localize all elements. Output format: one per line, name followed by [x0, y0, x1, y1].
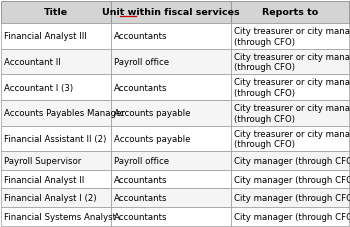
Text: City treasurer or city manager
(through CFO): City treasurer or city manager (through … — [233, 78, 350, 98]
Text: Accountants: Accountants — [114, 212, 167, 221]
Bar — [111, 207, 231, 225]
Bar — [231, 152, 349, 170]
Text: Financial Systems Analyst: Financial Systems Analyst — [4, 212, 116, 221]
Text: Financial Analyst III: Financial Analyst III — [4, 32, 87, 41]
Bar — [1, 126, 111, 152]
Text: City treasurer or city manager
(through CFO): City treasurer or city manager (through … — [233, 129, 350, 149]
Text: Accountant II: Accountant II — [4, 58, 61, 67]
Text: City manager (through CFO): City manager (through CFO) — [233, 156, 350, 165]
Bar — [231, 101, 349, 126]
Bar — [1, 2, 111, 24]
Bar — [1, 49, 111, 75]
Bar — [1, 75, 111, 101]
Bar — [231, 189, 349, 207]
Text: City manager (through CFO): City manager (through CFO) — [233, 212, 350, 221]
Text: Accountant I (3): Accountant I (3) — [4, 83, 74, 92]
Bar — [111, 189, 231, 207]
Text: City manager (through CFO): City manager (through CFO) — [233, 175, 350, 184]
Text: Accountants: Accountants — [114, 175, 167, 184]
Bar — [231, 24, 349, 49]
Text: Title: Title — [44, 8, 68, 17]
Bar — [111, 24, 231, 49]
Text: City treasurer or city manager
(through CFO): City treasurer or city manager (through … — [233, 27, 350, 47]
Text: Unit within fiscal services: Unit within fiscal services — [102, 8, 239, 17]
Text: City treasurer or city manager
(through CFO): City treasurer or city manager (through … — [233, 52, 350, 72]
Text: Payroll Supervisor: Payroll Supervisor — [4, 156, 82, 165]
Bar — [231, 126, 349, 152]
Text: Accountants: Accountants — [114, 83, 167, 92]
Bar — [111, 170, 231, 189]
Text: Accountants: Accountants — [114, 193, 167, 202]
Bar — [1, 170, 111, 189]
Text: Accounts payable: Accounts payable — [114, 134, 190, 143]
Bar — [1, 207, 111, 225]
Text: City manager (through CFO): City manager (through CFO) — [233, 193, 350, 202]
Text: Payroll office: Payroll office — [114, 156, 169, 165]
Bar — [231, 75, 349, 101]
Text: Reports to: Reports to — [261, 8, 318, 17]
Text: Accountants: Accountants — [114, 32, 167, 41]
Bar — [231, 207, 349, 225]
Text: City treasurer or city manager
(through CFO): City treasurer or city manager (through … — [233, 104, 350, 123]
Text: Financial Analyst I (2): Financial Analyst I (2) — [4, 193, 97, 202]
Text: Financial Assistant II (2): Financial Assistant II (2) — [4, 134, 106, 143]
Text: Accounts payable: Accounts payable — [114, 109, 190, 118]
Text: Financial Analyst II: Financial Analyst II — [4, 175, 84, 184]
Bar — [231, 49, 349, 75]
Bar — [1, 152, 111, 170]
Bar — [111, 2, 231, 24]
Bar — [1, 24, 111, 49]
Bar — [111, 75, 231, 101]
Bar — [111, 49, 231, 75]
Bar — [1, 189, 111, 207]
Text: Payroll office: Payroll office — [114, 58, 169, 67]
Bar — [231, 170, 349, 189]
Bar — [1, 101, 111, 126]
Text: Accounts Payables Manager: Accounts Payables Manager — [4, 109, 125, 118]
Bar — [231, 2, 349, 24]
Bar — [111, 101, 231, 126]
Bar — [111, 126, 231, 152]
Bar — [111, 152, 231, 170]
